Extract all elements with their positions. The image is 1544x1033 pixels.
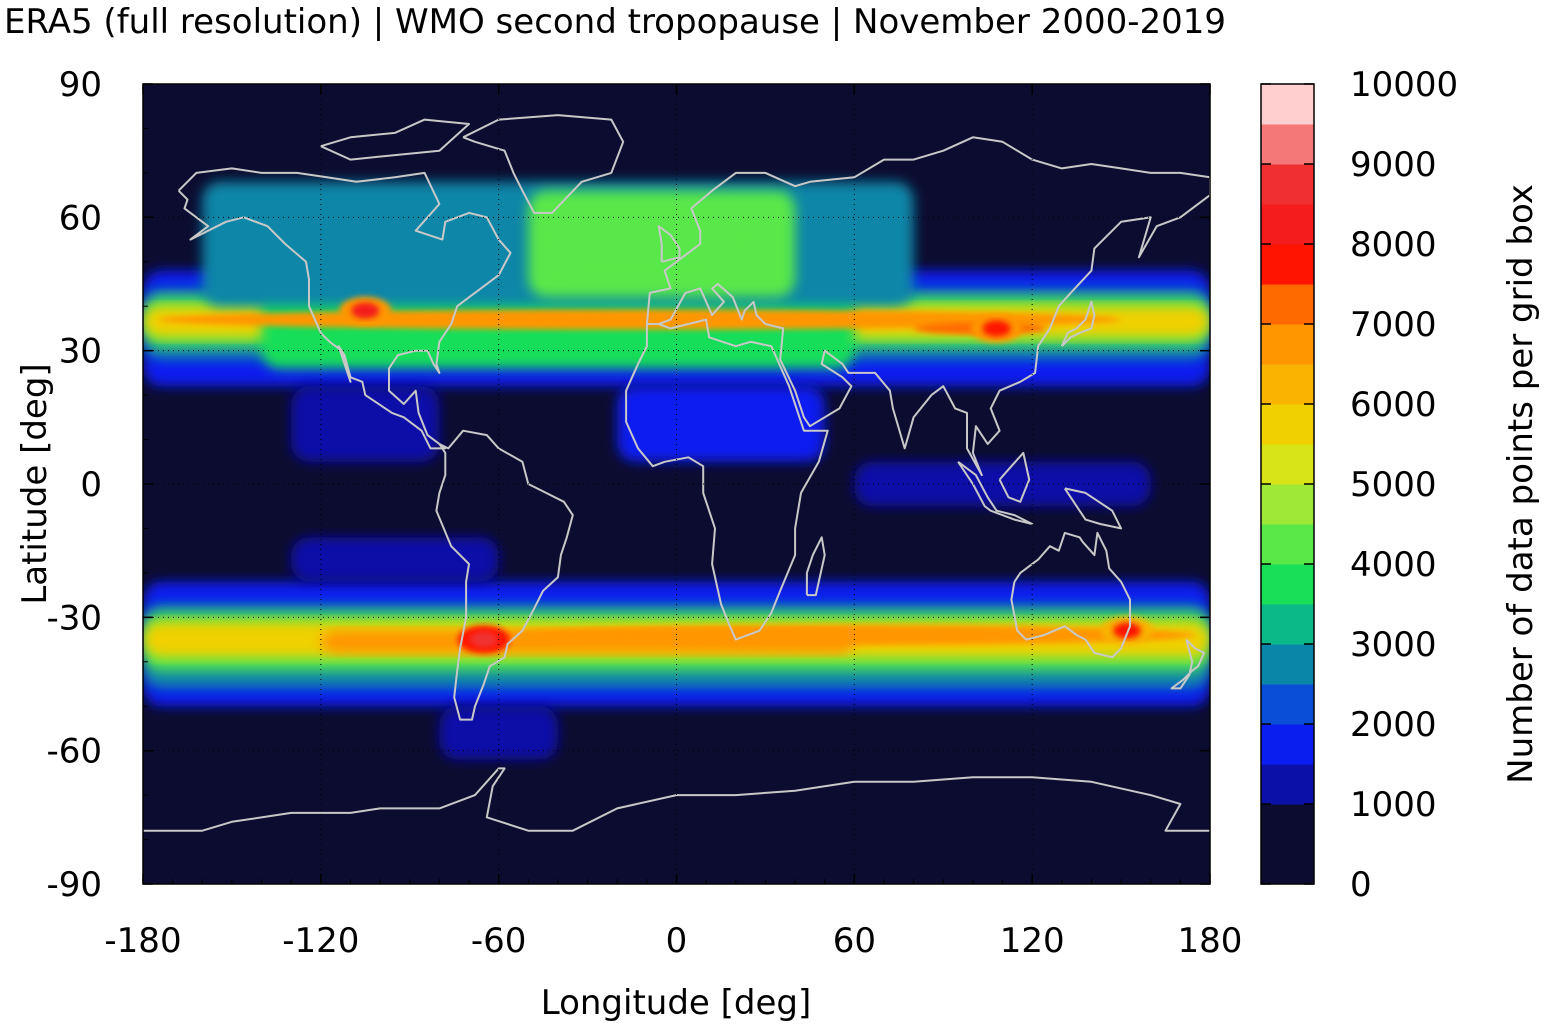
colorbar-tick-labels: 1000090008000700060005000400030002000100… [1261,65,1458,905]
x-tick-label: 0 [666,921,688,961]
y-tick-label: 0 [80,465,102,505]
hotspot-core [1113,622,1142,639]
australia-outline [1010,531,1131,659]
colorbar-segment [1261,564,1314,605]
y-tick-label: 90 [59,65,102,105]
x-tick-label: 120 [1000,921,1065,961]
colorbar-segment [1261,324,1314,365]
madagascar-outline [805,536,826,597]
europe-africa-outline [625,318,829,641]
x-tick-label: -60 [471,921,527,961]
grid-lines [143,84,1210,884]
y-tick-label: -60 [46,732,102,772]
colorbar-tick-label: 10000 [1350,65,1458,105]
y-tick-labels: 90 60 30 0 -30 -60 -90 [46,65,1210,905]
colorbar-segment [1261,804,1314,845]
borneo-outline [998,451,1031,503]
eurasia-outline [645,136,1210,477]
uk-outline [657,225,681,263]
colorbar-tick-label: 2000 [1350,705,1437,745]
x-tick-label: 180 [1178,921,1243,961]
density-field [143,181,1210,760]
density-band [557,208,736,271]
chart-title: ERA5 (full resolution) | WMO second trop… [4,2,1227,42]
south-america-outline [435,429,574,721]
colorbar-tick-label: 8000 [1350,225,1437,265]
colorbar-segment [1261,244,1314,285]
new-guinea-outline [1063,487,1123,530]
x-tick-label: -120 [282,921,359,961]
colorbar-segment [1261,404,1314,445]
hotspot-core [351,302,380,319]
y-tick-label: -90 [46,865,102,905]
colorbar-tick-label: 6000 [1350,385,1437,425]
new-zealand-outline [1170,638,1206,690]
y-axis-label: Latitude [deg] [15,363,55,604]
colorbar-tick-label: 4000 [1350,545,1437,585]
hotspot-core [469,631,498,648]
japan-outline [1060,300,1096,347]
colorbar-segment [1261,444,1314,485]
colorbar-segment [1261,844,1314,885]
x-tick-label: -180 [104,921,181,961]
colorbar-segment [1261,484,1314,525]
colorbar-tick-label: 7000 [1350,305,1437,345]
coastline-layer [143,114,1210,832]
colorbar-segment [1261,644,1314,685]
x-tick-labels: -180 -120 -60 0 60 120 180 [104,84,1242,961]
colorbar-segment [1261,364,1314,405]
hotspot-core [982,320,1011,337]
colorbar-tick-label: 3000 [1350,625,1437,665]
colorbar-segment [1261,124,1314,165]
colorbar-segment [1261,524,1314,565]
colorbar-segment [1261,764,1314,805]
x-axis-label: Longitude [deg] [541,983,812,1023]
colorbar-segment [1261,684,1314,725]
colorbar-segment [1261,724,1314,765]
colorbar-segment [1261,604,1314,645]
greenland-arctic-islands [320,118,470,161]
y-tick-label: -30 [46,598,102,638]
north-america-outline [177,167,512,450]
density-band [291,537,499,582]
colorbar-label: Number of data points per grid box [1501,184,1541,784]
colorbar-segment [1261,204,1314,245]
colorbar-tick-label: 1000 [1350,785,1437,825]
density-band [291,386,440,462]
colorbar-tick-label: 5000 [1350,465,1437,505]
antarctica-outline [143,767,1210,832]
greenland-outline [462,114,625,214]
colorbar-segment [1261,284,1314,325]
density-band [617,386,825,462]
y-tick-label: 60 [59,198,102,238]
colorbar-tick-label: 9000 [1350,145,1437,185]
colorbar-segment [1261,164,1314,205]
map-plot-area [143,84,1210,884]
colorbar-segment [1261,84,1314,125]
jet-core [498,625,1196,646]
y-tick-label: 30 [59,332,102,372]
jet-core [157,309,1122,330]
colorbar-tick-label: 0 [1350,865,1372,905]
x-tick-label: 60 [833,921,876,961]
